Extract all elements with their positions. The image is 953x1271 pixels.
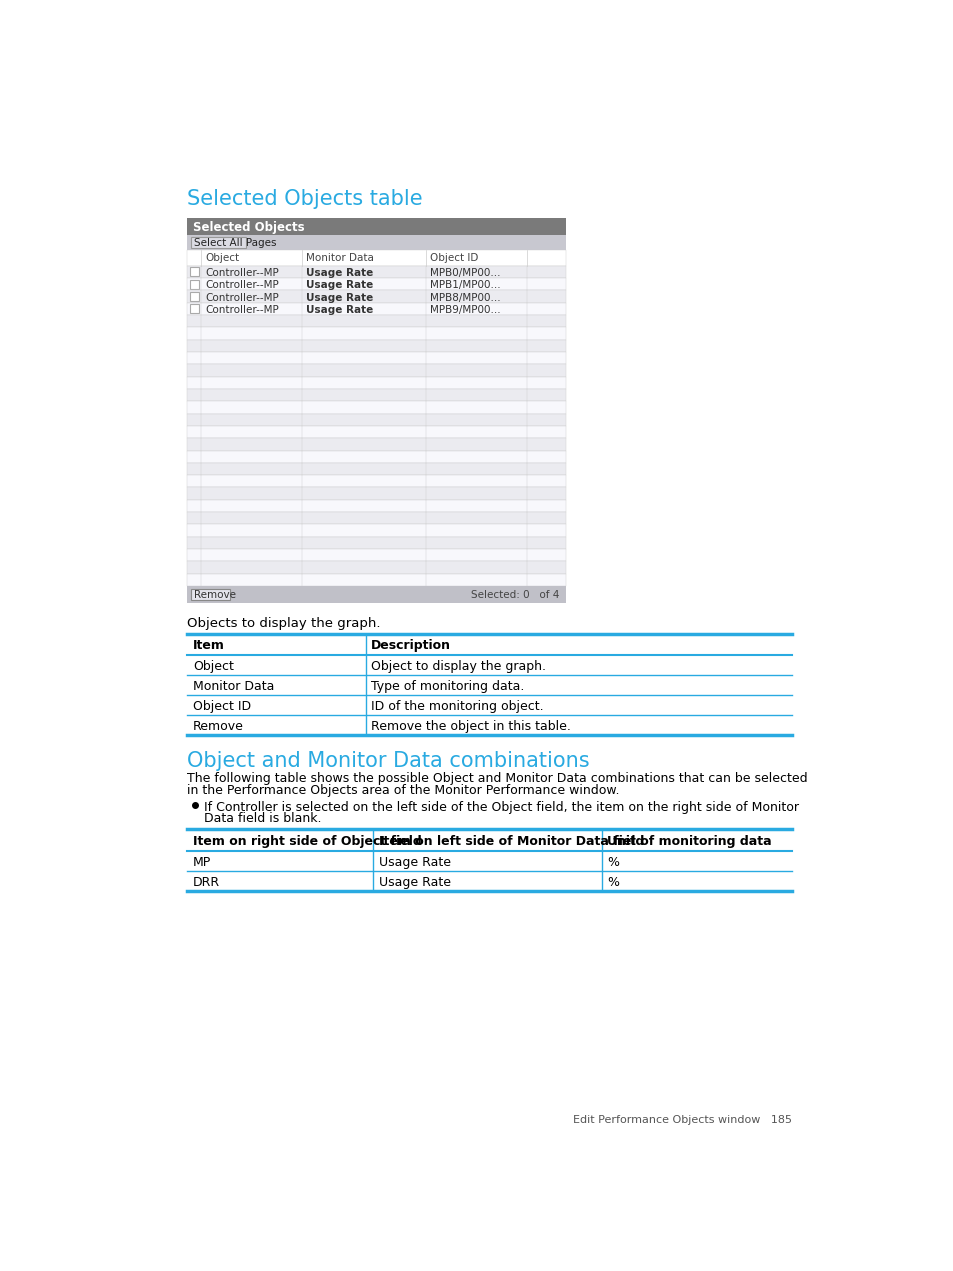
- Bar: [187, 376, 565, 389]
- Bar: [187, 339, 565, 352]
- Bar: [187, 525, 565, 536]
- Bar: [187, 250, 565, 266]
- Bar: [187, 235, 565, 250]
- Bar: [190, 292, 199, 301]
- Bar: [187, 426, 565, 438]
- Bar: [187, 402, 565, 413]
- Text: %: %: [607, 876, 618, 888]
- Text: MPB9/MP00...: MPB9/MP00...: [430, 305, 500, 315]
- Text: ID of the monitoring object.: ID of the monitoring object.: [371, 700, 543, 713]
- Text: Object ID: Object ID: [430, 253, 477, 263]
- Bar: [187, 413, 565, 426]
- Bar: [187, 871, 791, 891]
- Text: Remove: Remove: [193, 719, 244, 733]
- Text: Item on left side of Monitor Data field: Item on left side of Monitor Data field: [378, 835, 643, 848]
- Text: Edit Performance Objects window   185: Edit Performance Objects window 185: [573, 1115, 791, 1125]
- Bar: [187, 438, 565, 450]
- Bar: [187, 352, 565, 365]
- Bar: [187, 302, 565, 315]
- Bar: [187, 475, 565, 488]
- Bar: [190, 304, 199, 314]
- Text: DRR: DRR: [193, 876, 220, 888]
- Bar: [187, 549, 565, 562]
- Text: Unit of monitoring data: Unit of monitoring data: [607, 835, 771, 848]
- Bar: [187, 634, 791, 656]
- Text: MPB8/MP00...: MPB8/MP00...: [430, 292, 500, 302]
- Text: Usage Rate: Usage Rate: [306, 292, 373, 302]
- Bar: [187, 450, 565, 463]
- Bar: [187, 656, 791, 675]
- Text: Selected Objects table: Selected Objects table: [187, 189, 422, 210]
- Bar: [187, 586, 565, 602]
- Bar: [187, 512, 565, 525]
- Text: The following table shows the possible Object and Monitor Data combinations that: The following table shows the possible O…: [187, 773, 807, 785]
- Text: Object: Object: [193, 660, 233, 672]
- Text: Object ID: Object ID: [193, 700, 251, 713]
- Text: Usage Rate: Usage Rate: [378, 876, 451, 888]
- Text: Controller--MP: Controller--MP: [205, 268, 278, 278]
- Text: MP: MP: [193, 855, 211, 868]
- Text: %: %: [607, 855, 618, 868]
- Text: MPB0/MP00...: MPB0/MP00...: [430, 268, 500, 278]
- Bar: [190, 280, 199, 289]
- Text: in the Performance Objects area of the Monitor Performance window.: in the Performance Objects area of the M…: [187, 784, 619, 797]
- Text: Monitor Data: Monitor Data: [306, 253, 374, 263]
- Text: Object: Object: [205, 253, 239, 263]
- Bar: [190, 267, 199, 277]
- Bar: [187, 365, 565, 376]
- Text: Item: Item: [193, 639, 225, 652]
- Text: If Controller is selected on the left side of the Object field, the item on the : If Controller is selected on the left si…: [204, 801, 799, 813]
- Text: Type of monitoring data.: Type of monitoring data.: [371, 680, 524, 693]
- Text: Objects to display the graph.: Objects to display the graph.: [187, 616, 380, 630]
- Text: Controller--MP: Controller--MP: [205, 281, 278, 290]
- Text: Selected Objects: Selected Objects: [193, 221, 304, 234]
- Text: Usage Rate: Usage Rate: [306, 268, 373, 278]
- Bar: [187, 488, 565, 500]
- Text: Selected: 0   of 4: Selected: 0 of 4: [471, 590, 558, 600]
- Bar: [187, 463, 565, 475]
- Bar: [187, 266, 565, 278]
- Bar: [187, 217, 565, 235]
- Bar: [187, 830, 791, 850]
- Text: Usage Rate: Usage Rate: [306, 305, 373, 315]
- Bar: [187, 536, 565, 549]
- Text: Usage Rate: Usage Rate: [378, 855, 451, 868]
- Text: Object and Monitor Data combinations: Object and Monitor Data combinations: [187, 751, 590, 770]
- Text: Data field is blank.: Data field is blank.: [204, 812, 322, 825]
- Bar: [187, 716, 791, 736]
- Text: Monitor Data: Monitor Data: [193, 680, 274, 693]
- Text: Remove the object in this table.: Remove the object in this table.: [371, 719, 571, 733]
- Bar: [187, 315, 565, 328]
- Text: Controller--MP: Controller--MP: [205, 305, 278, 315]
- Text: Remove: Remove: [194, 590, 236, 600]
- Bar: [187, 389, 565, 402]
- Text: MPB1/MP00...: MPB1/MP00...: [430, 281, 500, 290]
- Bar: [187, 290, 565, 302]
- Bar: [187, 500, 565, 512]
- Text: Description: Description: [371, 639, 451, 652]
- Bar: [187, 328, 565, 339]
- Bar: [187, 278, 565, 290]
- Text: Select All Pages: Select All Pages: [193, 238, 275, 248]
- Bar: [187, 573, 565, 586]
- Bar: [187, 562, 565, 573]
- Bar: [187, 695, 791, 716]
- Bar: [187, 850, 791, 871]
- Text: Controller--MP: Controller--MP: [205, 292, 278, 302]
- Bar: [187, 675, 791, 695]
- Text: Item on right side of Object field: Item on right side of Object field: [193, 835, 421, 848]
- Text: Usage Rate: Usage Rate: [306, 281, 373, 290]
- Bar: [191, 238, 246, 248]
- Bar: [192, 590, 230, 600]
- Text: Object to display the graph.: Object to display the graph.: [371, 660, 545, 672]
